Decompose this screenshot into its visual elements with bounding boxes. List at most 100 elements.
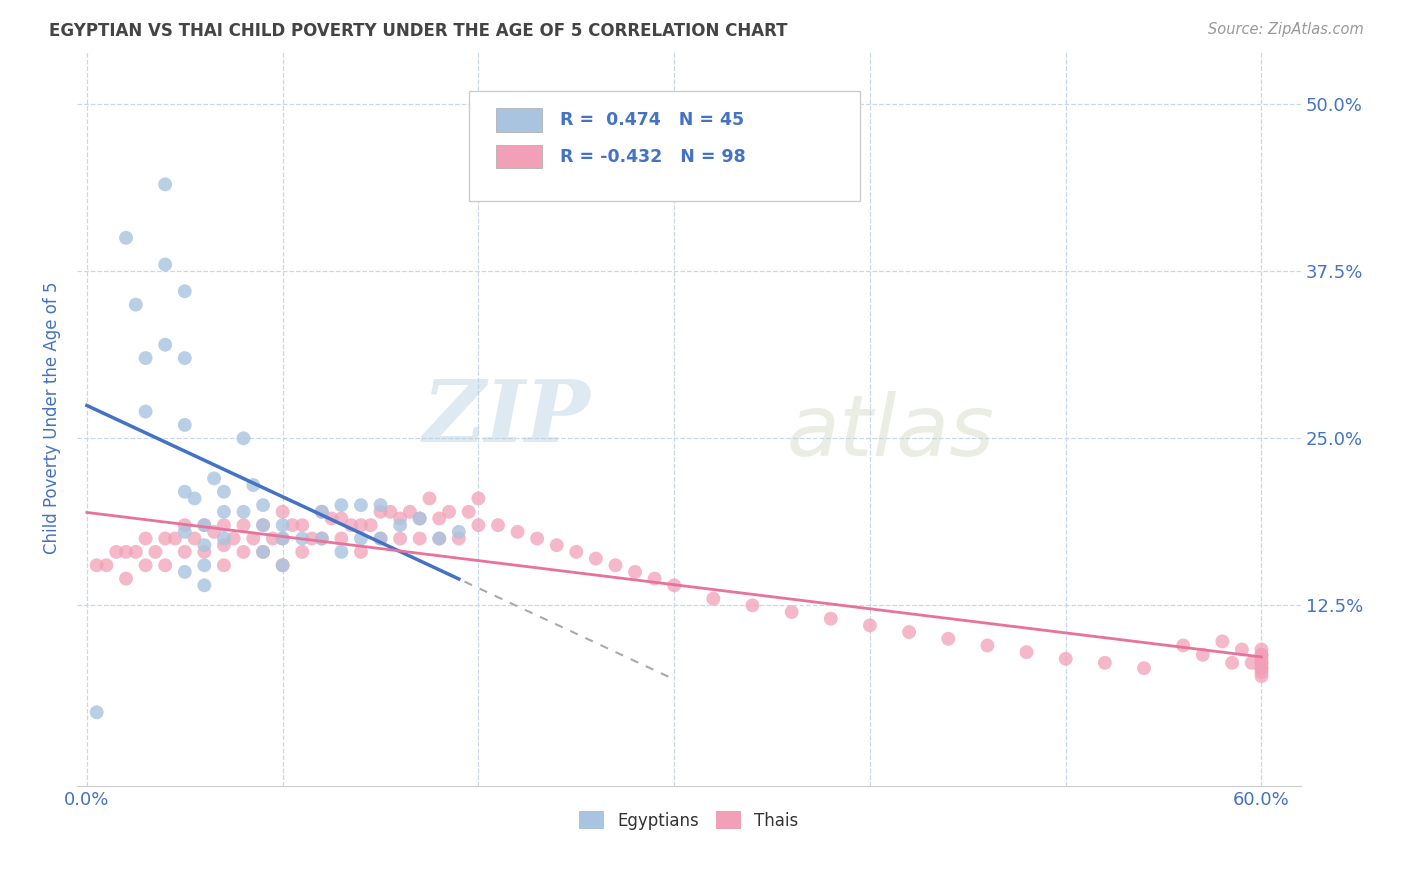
Point (212, 558, 235, 573)
Point (1250, 656, 1272, 670)
Point (86, 706, 108, 720)
Point (173, 565, 195, 579)
Point (467, 518, 489, 533)
Point (271, 532, 294, 546)
Point (330, 545, 353, 559)
Point (173, 545, 195, 559)
Point (271, 518, 294, 533)
Point (859, 618, 882, 632)
Point (1250, 661, 1272, 675)
Point (330, 498, 353, 512)
Point (526, 532, 548, 546)
Point (271, 505, 294, 519)
Point (153, 178, 176, 192)
Point (370, 532, 392, 546)
Bar (495, 145, 543, 169)
Point (321, 511, 343, 525)
Point (399, 505, 422, 519)
Point (252, 498, 274, 512)
Point (115, 572, 138, 586)
Point (311, 532, 333, 546)
Point (1250, 656, 1272, 670)
Point (330, 511, 353, 525)
Point (173, 417, 195, 432)
Point (153, 258, 176, 272)
Point (212, 518, 235, 533)
Point (311, 505, 333, 519)
Point (1250, 648, 1272, 662)
Point (252, 545, 274, 559)
Point (153, 558, 176, 573)
Point (780, 605, 803, 619)
Point (447, 524, 470, 539)
Bar (495, 108, 543, 131)
Point (115, 545, 138, 559)
Point (173, 285, 195, 299)
Point (291, 532, 314, 546)
Point (389, 511, 412, 525)
Point (1250, 652, 1272, 666)
Point (820, 612, 842, 626)
Text: R =  0.474   N = 45: R = 0.474 N = 45 (561, 111, 745, 128)
Point (437, 505, 460, 519)
Point (389, 518, 412, 533)
Point (115, 231, 138, 245)
Point (1173, 639, 1195, 653)
Point (173, 524, 195, 539)
Point (135, 404, 157, 418)
Point (1094, 656, 1116, 670)
Point (1054, 652, 1077, 666)
Point (644, 572, 666, 586)
Point (1250, 665, 1272, 680)
Point (242, 532, 264, 546)
Point (1220, 656, 1243, 670)
Point (486, 518, 509, 533)
Point (271, 532, 294, 546)
Point (232, 505, 254, 519)
Point (193, 578, 215, 592)
Point (340, 518, 363, 533)
Point (183, 491, 205, 506)
FancyBboxPatch shape (468, 91, 860, 202)
Point (370, 505, 392, 519)
Point (173, 518, 195, 533)
Point (741, 599, 763, 613)
Point (457, 505, 479, 519)
Text: ZIP: ZIP (423, 376, 591, 460)
Point (565, 545, 588, 559)
Point (212, 484, 235, 499)
Point (506, 524, 529, 539)
Point (408, 511, 430, 525)
Point (350, 518, 373, 533)
Point (212, 505, 235, 519)
Point (350, 498, 373, 512)
Point (624, 565, 647, 579)
Point (1133, 661, 1156, 675)
Point (252, 545, 274, 559)
Point (427, 532, 450, 546)
Y-axis label: Child Poverty Under the Age of 5: Child Poverty Under the Age of 5 (44, 282, 60, 555)
Point (898, 625, 921, 640)
Point (183, 532, 205, 546)
Point (153, 532, 176, 546)
Text: R = -0.432   N = 98: R = -0.432 N = 98 (561, 147, 747, 166)
Point (193, 545, 215, 559)
Point (467, 491, 489, 506)
Point (262, 532, 284, 546)
Point (605, 558, 627, 573)
Point (281, 518, 304, 533)
Point (193, 518, 215, 533)
Point (408, 532, 430, 546)
Point (193, 558, 215, 573)
Point (202, 471, 225, 485)
Point (1250, 648, 1272, 662)
Point (252, 518, 274, 533)
Point (163, 532, 186, 546)
Point (173, 484, 195, 499)
Point (125, 545, 148, 559)
Point (427, 532, 450, 546)
Point (96, 558, 118, 573)
Point (330, 532, 353, 546)
Point (153, 337, 176, 351)
Point (936, 632, 959, 646)
